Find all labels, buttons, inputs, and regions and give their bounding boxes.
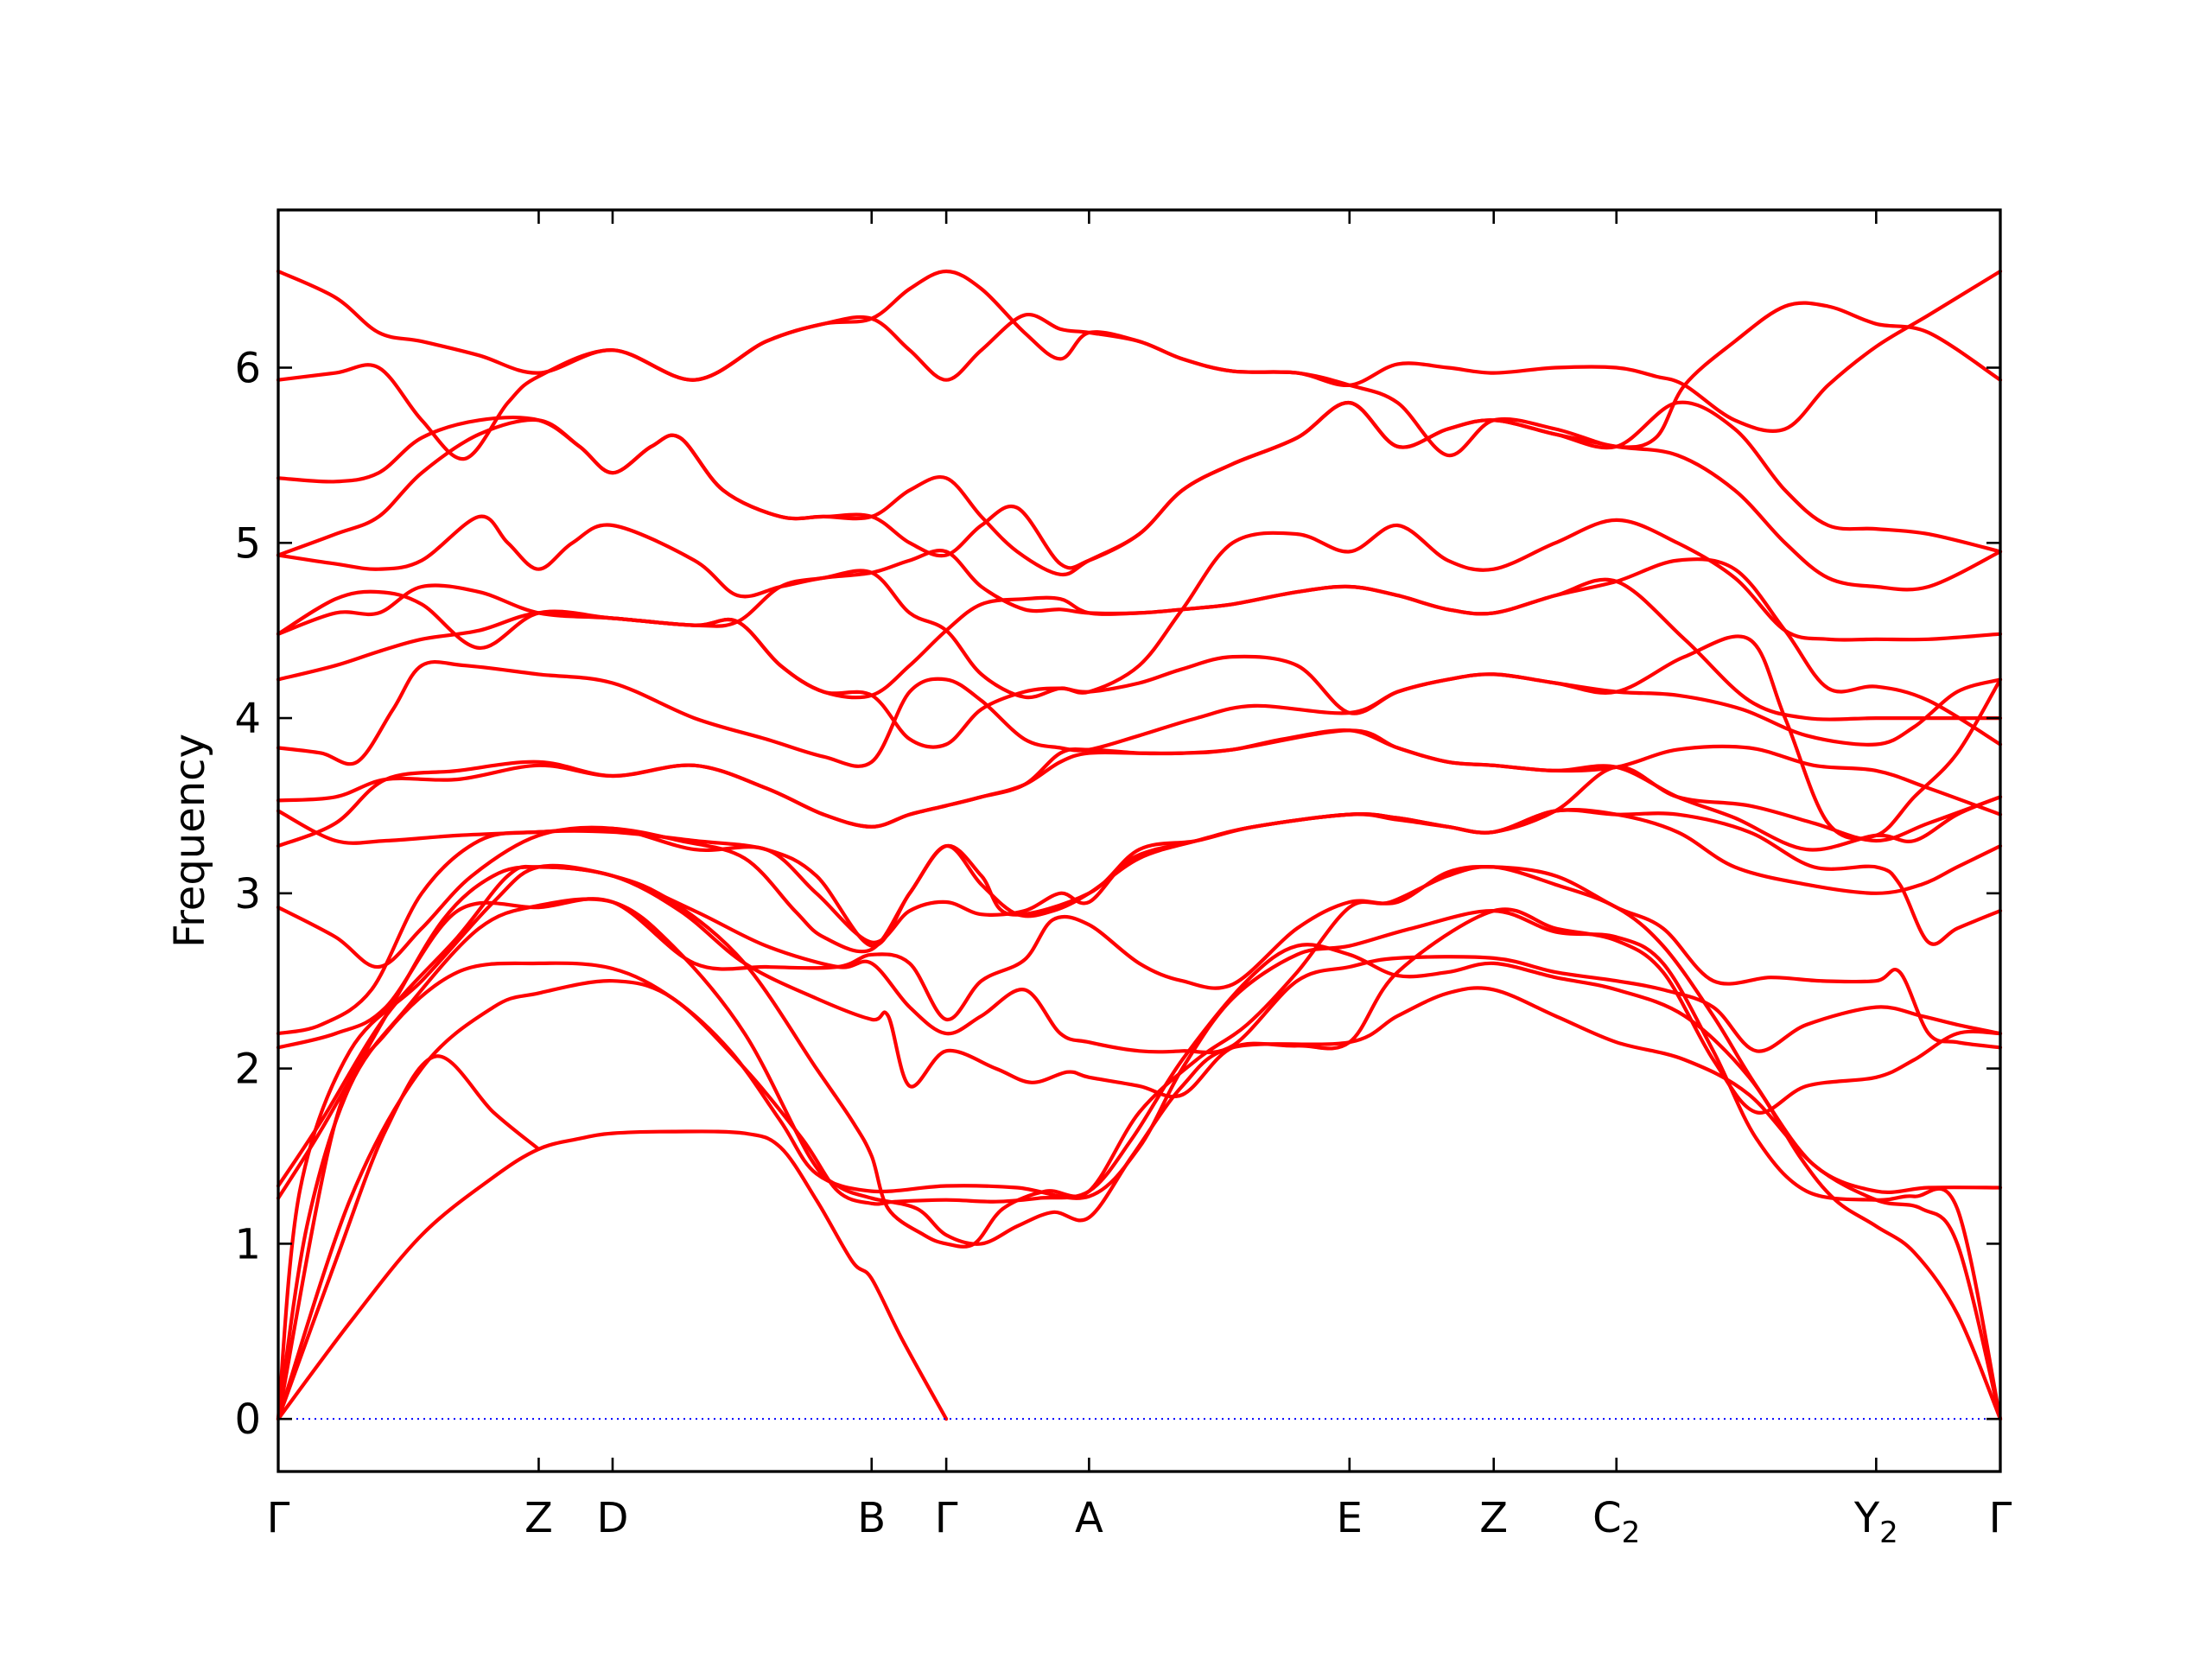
y-tick-label: 1 <box>234 1220 261 1268</box>
phonon-band-line <box>276 549 2003 721</box>
phonon-band-line <box>276 865 2003 1200</box>
y-axis-label: Frequency <box>166 734 214 948</box>
phonon-band-line <box>276 897 2003 1421</box>
x-axis-ticks: Γ Z D B Γ A E Z C2 Y2 Γ <box>267 210 2012 1550</box>
x-tick-label: A <box>1075 1494 1103 1542</box>
x-tick-label: Z <box>524 1494 553 1542</box>
phonon-band-line <box>276 269 2003 434</box>
plot-frame <box>276 208 2002 1473</box>
phonon-band-line <box>276 808 2003 1036</box>
x-tick-label: Z <box>1479 1494 1508 1542</box>
x-tick-label: Γ <box>935 1494 958 1542</box>
y-tick-label: 5 <box>234 519 261 568</box>
x-tick-label: Y2 <box>1853 1494 1898 1550</box>
phonon-band-line <box>276 514 2003 700</box>
x-tick-label: C2 <box>1592 1494 1640 1550</box>
phonon-band-line <box>276 301 2003 461</box>
x-tick-label: Γ <box>267 1494 290 1542</box>
phonon-band-line <box>276 659 2003 768</box>
phonon-band-line <box>276 908 2003 1421</box>
phonon-band-line <box>276 943 2003 1421</box>
y-tick-label: 3 <box>234 870 261 918</box>
x-tick-label: B <box>857 1494 886 1542</box>
band-lines <box>276 269 2003 1421</box>
x-tick-label: E <box>1337 1494 1363 1542</box>
phonon-band-line <box>276 863 2003 1421</box>
phonon-band-line <box>276 808 2003 969</box>
phonon-band-line <box>276 864 2003 1188</box>
y-tick-label: 0 <box>234 1395 261 1444</box>
y-axis-ticks: 0 1 2 3 4 5 6 <box>234 345 2000 1444</box>
x-tick-label: Γ <box>1989 1494 2012 1542</box>
phonon-band-line <box>276 583 2003 841</box>
plot-area <box>276 269 2003 1421</box>
y-tick-label: 2 <box>234 1046 261 1094</box>
phonon-band-line <box>276 865 2003 1050</box>
y-tick-label: 6 <box>234 345 261 393</box>
y-tick-label: 4 <box>234 695 261 743</box>
phonon-band-line <box>276 1129 949 1421</box>
phonon-band-line <box>276 400 2003 570</box>
phonon-band-line <box>276 401 2003 592</box>
x-tick-label: D <box>596 1494 628 1542</box>
phonon-band-line <box>276 728 2003 852</box>
